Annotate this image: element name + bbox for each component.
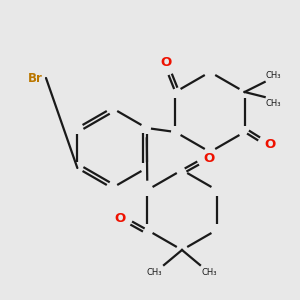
- Text: O: O: [264, 137, 275, 151]
- Text: O: O: [161, 56, 172, 70]
- Text: O: O: [115, 212, 126, 224]
- Text: CH₃: CH₃: [266, 99, 281, 108]
- Text: O: O: [203, 152, 214, 164]
- Text: CH₃: CH₃: [146, 268, 162, 277]
- Text: CH₃: CH₃: [202, 268, 218, 277]
- Text: Br: Br: [28, 71, 43, 85]
- Text: CH₃: CH₃: [266, 71, 281, 80]
